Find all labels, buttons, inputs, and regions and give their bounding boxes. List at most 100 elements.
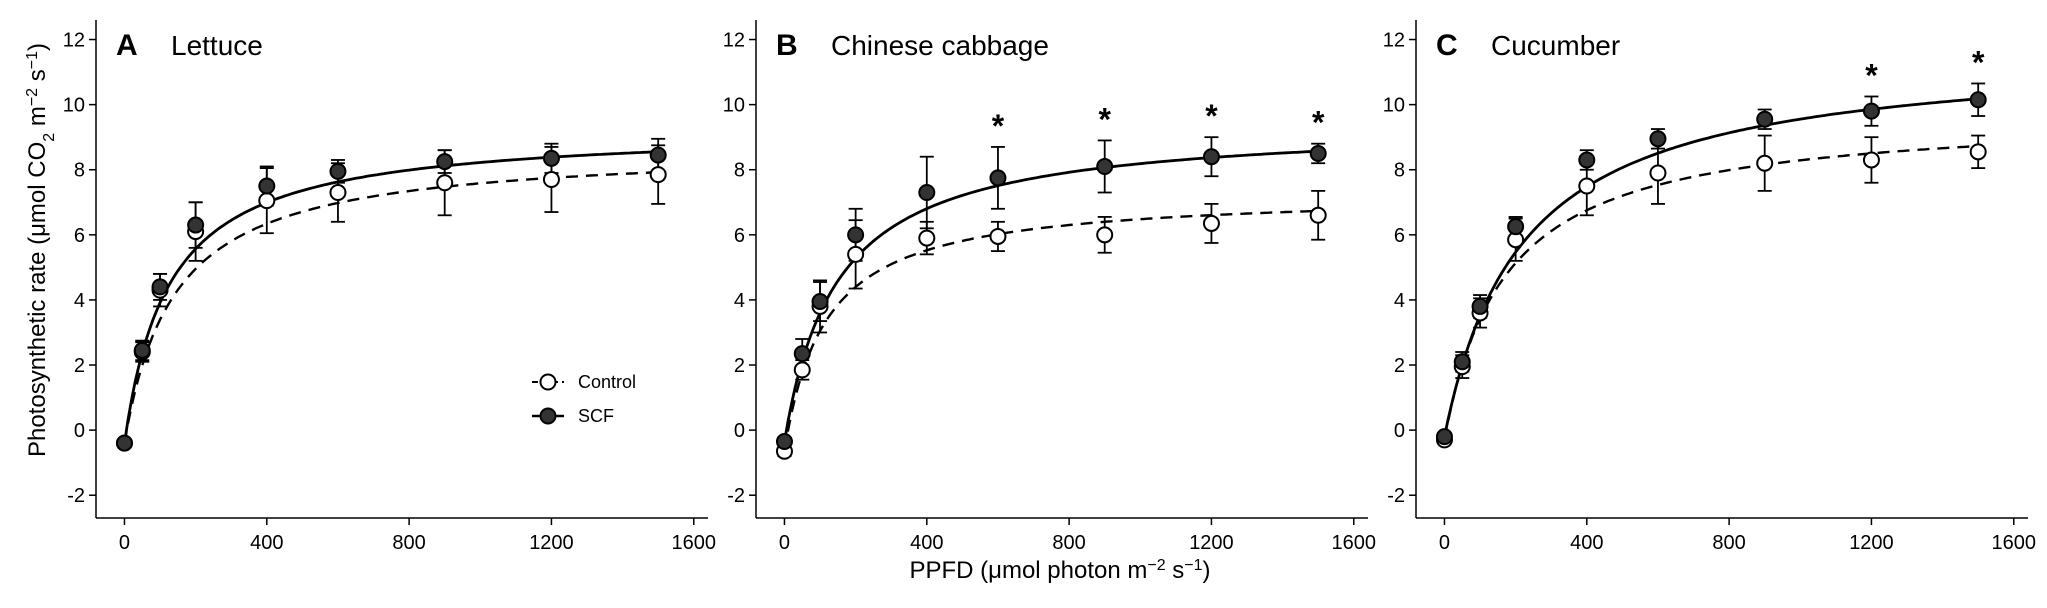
control-point bbox=[1309, 206, 1327, 224]
y-axis-title-sup1: −2 bbox=[24, 88, 41, 106]
control-point bbox=[542, 170, 560, 188]
y-tick-label: 4 bbox=[74, 290, 85, 312]
y-tick-label: 4 bbox=[734, 290, 745, 312]
panel-letter: A bbox=[116, 29, 138, 62]
scf-point bbox=[649, 146, 667, 164]
y-tick-label: 0 bbox=[1394, 420, 1405, 442]
control-point bbox=[329, 184, 347, 202]
y-axis-title: Photosynthetic rate (μmol CO2 m−2 s−1) bbox=[24, 43, 58, 457]
y-tick-label: 12 bbox=[63, 30, 85, 52]
control-point bbox=[436, 174, 454, 192]
scf-point bbox=[811, 293, 829, 311]
y-tick-label: 2 bbox=[1394, 355, 1405, 377]
scf-point bbox=[989, 169, 1007, 187]
panel-title: Lettuce bbox=[171, 30, 263, 61]
scf-point bbox=[115, 434, 133, 452]
scf-point bbox=[1969, 91, 1987, 109]
y-tick-label: 8 bbox=[1394, 160, 1405, 182]
scf-point bbox=[542, 149, 560, 167]
control-point bbox=[847, 245, 865, 263]
panel-a: -2 0 2 4 6 8 10 12 0 400 800 1200 1600 A Lettuce bbox=[63, 20, 716, 554]
y-tick-label: 4 bbox=[1394, 290, 1405, 312]
scf-point bbox=[918, 184, 936, 202]
x-tick-label: 1600 bbox=[1332, 532, 1377, 554]
y-axis-title-mid2: s bbox=[24, 69, 51, 88]
control-point bbox=[258, 192, 276, 210]
x-tick-label: 1600 bbox=[1992, 532, 2037, 554]
y-axis-title-end: ) bbox=[24, 43, 51, 51]
x-axis-title-sup1: −2 bbox=[1147, 557, 1165, 574]
control-point bbox=[1756, 154, 1774, 172]
x-axis-title-end: ) bbox=[1203, 557, 1211, 584]
scf-point bbox=[329, 162, 347, 180]
control-fit-line bbox=[783, 209, 1319, 452]
x-tick-label: 400 bbox=[1570, 532, 1603, 554]
y-tick-label: 8 bbox=[734, 160, 745, 182]
scf-point bbox=[1649, 130, 1667, 148]
control-point bbox=[1578, 177, 1596, 195]
y-tick-label: 0 bbox=[74, 420, 85, 442]
legend-control-marker bbox=[539, 373, 557, 391]
control-point bbox=[989, 227, 1007, 245]
y-tick-label: -2 bbox=[727, 485, 745, 507]
control-point bbox=[1862, 151, 1880, 169]
legend-control-label: Control bbox=[578, 372, 636, 392]
x-tick-label: 0 bbox=[119, 532, 130, 554]
panel-c: -2 0 2 4 6 8 10 12 0 400 800 1200 1600 C Cucumber * * bbox=[1383, 20, 2036, 554]
scf-point bbox=[1507, 218, 1525, 236]
y-tick-label: 10 bbox=[723, 95, 745, 117]
y-tick-label: -2 bbox=[67, 485, 85, 507]
x-tick-label: 1200 bbox=[1189, 532, 1234, 554]
scf-point bbox=[847, 226, 865, 244]
scf-point bbox=[436, 153, 454, 171]
y-axis-title-main: Photosynthetic rate (μmol CO bbox=[24, 142, 51, 457]
y-tick-label: 6 bbox=[1394, 225, 1405, 247]
y-tick-label: 10 bbox=[63, 95, 85, 117]
scf-point bbox=[775, 433, 793, 451]
x-axis-title-sup2: −1 bbox=[1184, 557, 1202, 574]
x-tick-label: 800 bbox=[1052, 532, 1085, 554]
y-tick-label: 12 bbox=[723, 30, 745, 52]
y-tick-label: 2 bbox=[734, 355, 745, 377]
scf-point bbox=[1309, 144, 1327, 162]
scf-point bbox=[151, 278, 169, 296]
scf-point bbox=[1435, 428, 1453, 446]
control-point bbox=[649, 166, 667, 184]
legend-scf-label: SCF bbox=[578, 406, 614, 426]
control-point bbox=[1202, 214, 1220, 232]
y-axis-title-sub: 2 bbox=[41, 133, 58, 142]
significance-star: * bbox=[1972, 44, 1985, 80]
x-axis-title: PPFD (μmol photon m−2 s−1) bbox=[909, 557, 1210, 585]
legend: Control SCF bbox=[532, 372, 636, 426]
scf-point bbox=[1453, 353, 1471, 371]
control-point bbox=[918, 229, 936, 247]
x-axis-title-main: PPFD (μmol photon m bbox=[909, 557, 1147, 584]
y-tick-label: 6 bbox=[74, 225, 85, 247]
y-tick-label: 0 bbox=[734, 420, 745, 442]
x-tick-label: 800 bbox=[392, 532, 425, 554]
scf-fit-line bbox=[1443, 97, 1979, 437]
legend-scf-marker bbox=[539, 407, 557, 425]
scf-point bbox=[1756, 110, 1774, 128]
significance-star: * bbox=[1098, 101, 1111, 137]
scf-point bbox=[187, 216, 205, 234]
scf-point bbox=[133, 341, 151, 359]
control-point bbox=[793, 361, 811, 379]
scf-point bbox=[1578, 151, 1596, 169]
y-axis-title-mid1: m bbox=[24, 106, 51, 133]
y-tick-label: 8 bbox=[74, 160, 85, 182]
x-tick-label: 1600 bbox=[672, 532, 717, 554]
y-axis-title-sup2: −1 bbox=[24, 51, 41, 69]
scf-fit-line bbox=[123, 150, 659, 444]
scf-point bbox=[1862, 102, 1880, 120]
control-point bbox=[1969, 143, 1987, 161]
scf-point bbox=[793, 345, 811, 363]
scf-point bbox=[1202, 148, 1220, 166]
significance-star: * bbox=[992, 108, 1005, 144]
panel-letter: C bbox=[1436, 29, 1458, 62]
y-tick-label: -2 bbox=[1387, 485, 1405, 507]
x-tick-label: 0 bbox=[779, 532, 790, 554]
panel-title: Cucumber bbox=[1491, 30, 1620, 61]
